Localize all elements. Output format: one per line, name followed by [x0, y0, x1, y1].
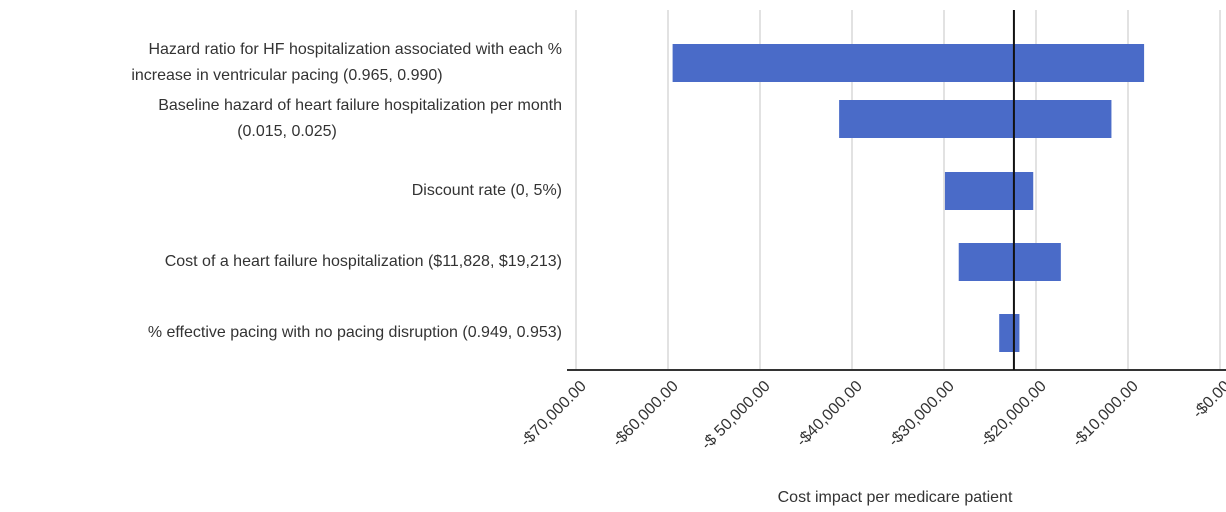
- category-label: Discount rate (0, 5%): [412, 182, 562, 199]
- x-tick-label: -$40,000.00: [793, 378, 865, 450]
- bar: [839, 100, 1112, 138]
- x-tick-label: -$ 50,000.00: [698, 378, 774, 454]
- category-label: % effective pacing with no pacing disrup…: [148, 324, 562, 341]
- category-label: Cost of a heart failure hospitalization …: [165, 253, 562, 270]
- x-tick-label: -$0.00: [1190, 378, 1226, 422]
- category-label: increase in ventricular pacing (0.965, 0…: [131, 67, 442, 84]
- x-tick-label: -$60,000.00: [609, 378, 681, 450]
- category-label: Hazard ratio for HF hospitalization asso…: [148, 41, 562, 58]
- bar: [958, 243, 1061, 281]
- bar: [672, 44, 1145, 82]
- x-tick-label: -$20,000.00: [977, 378, 1049, 450]
- category-label: (0.015, 0.025): [237, 123, 337, 140]
- x-tick-label: -$70,000.00: [517, 378, 589, 450]
- bar: [944, 172, 1034, 210]
- x-tick-label: -$30,000.00: [885, 378, 957, 450]
- x-tick-label: -$10,000.00: [1069, 378, 1141, 450]
- category-label: Baseline hazard of heart failure hospita…: [158, 97, 562, 114]
- x-axis-title: Cost impact per medicare patient: [778, 489, 1013, 506]
- bar: [999, 314, 1020, 352]
